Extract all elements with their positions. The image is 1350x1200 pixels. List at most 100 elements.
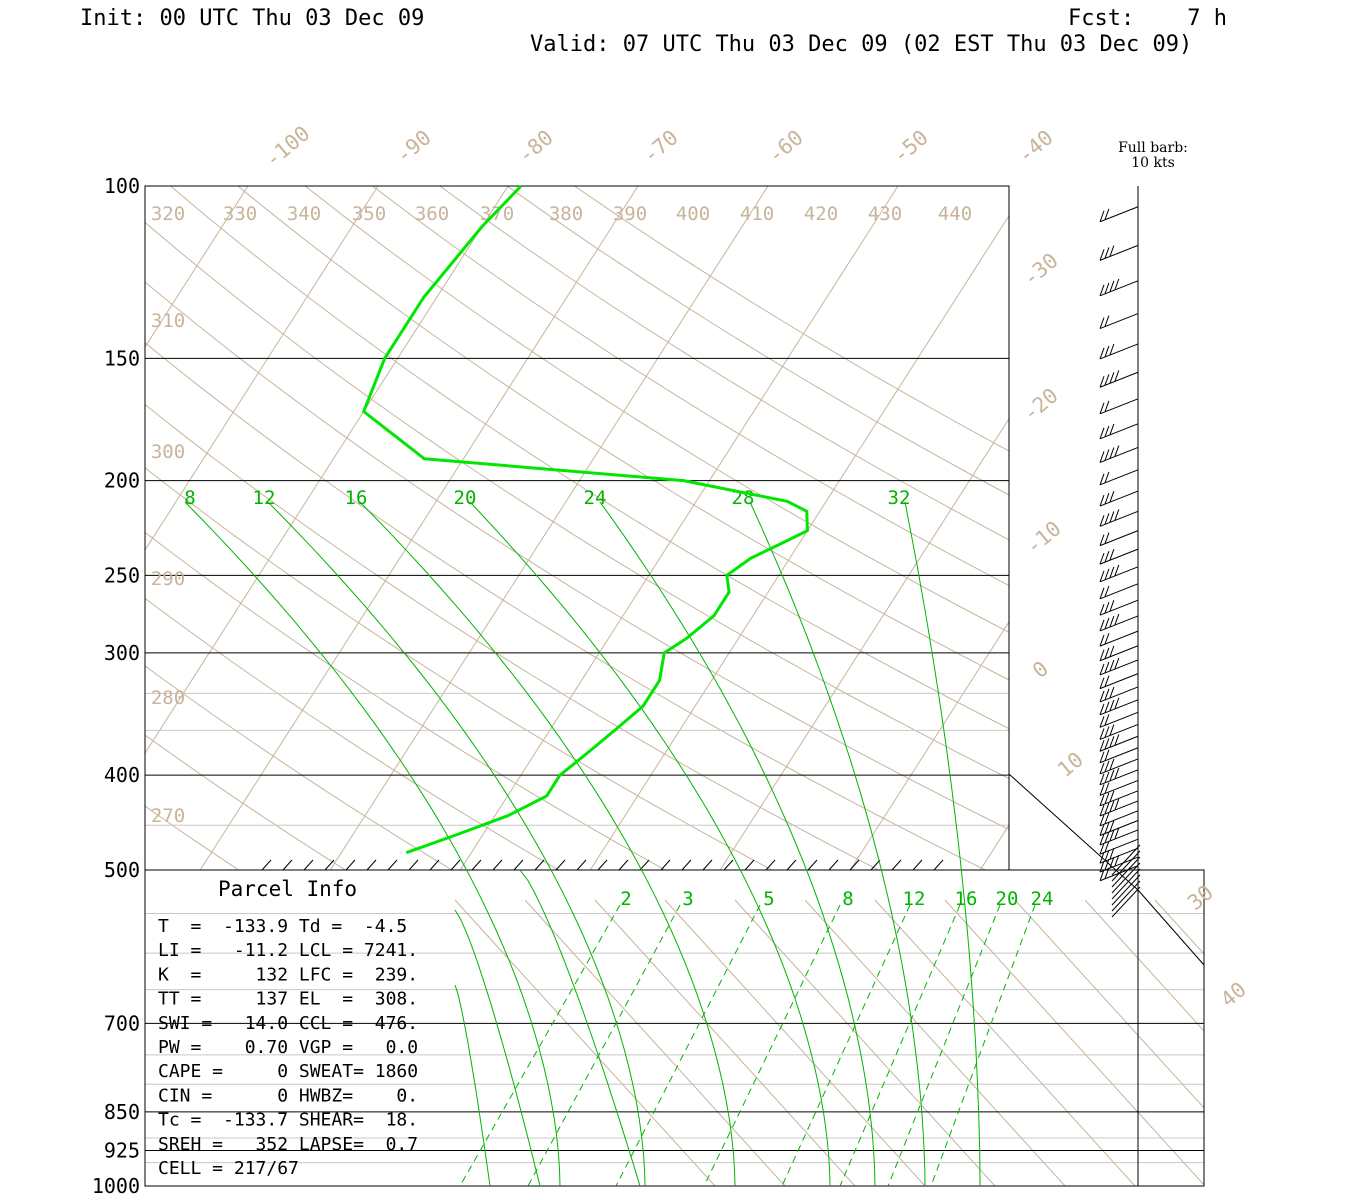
pressure-tick-label: 700: [104, 1011, 140, 1035]
hatch-mark: [450, 859, 461, 871]
hatch-mark: [807, 859, 818, 871]
wind-barb: [1111, 850, 1141, 882]
hatch-mark: [744, 859, 755, 871]
moist-adiabat: [880, 870, 926, 1186]
wind-barb: [1099, 855, 1139, 873]
mixing-ratio-label: 2: [620, 888, 631, 910]
hatch-mark: [303, 859, 314, 871]
mixing-ratio-label: 20: [996, 888, 1019, 910]
pressure-tick-label: 400: [104, 763, 140, 787]
wind-barb: [1099, 583, 1139, 600]
temperature-label: 30: [1183, 880, 1218, 915]
mixing-ratio-label: 5: [763, 888, 774, 910]
wind-barb: [1099, 469, 1139, 486]
isotherm: [145, 186, 379, 551]
parcel-info-row: CELL = 217/67: [158, 1158, 299, 1179]
moist-adiabat: [550, 870, 646, 1186]
wind-barb: [1099, 645, 1139, 662]
wind-barbs: [1099, 206, 1141, 918]
theta-label: 300: [151, 441, 185, 463]
lower-diagonal: [1084, 899, 1204, 1032]
hatch-mark: [492, 859, 503, 871]
wind-barb: [1099, 509, 1139, 527]
isotherm: [849, 621, 1009, 870]
moist-adiabat: [359, 501, 643, 870]
dry-adiabat: [145, 342, 987, 870]
hatch-mark: [366, 859, 377, 871]
frame-layer: [144, 185, 1205, 1187]
pressure-tick-label: 300: [104, 641, 140, 665]
temperature-label: -70: [638, 125, 682, 168]
temperature-label: -10: [1021, 516, 1065, 559]
hatch-mark: [555, 859, 566, 871]
dry-adiabat: [0, 186, 43, 884]
lower-grid: [145, 899, 1204, 1186]
diagonal-boundary: [1008, 773, 1139, 891]
parcel-info-row: T = -133.9 Td = -4.5: [158, 916, 407, 937]
wind-barb: [1111, 880, 1141, 912]
lower-diagonal: [454, 899, 716, 1186]
moist-adiabat: [454, 909, 541, 1186]
wind-barb: [1099, 657, 1139, 676]
temperature-label: -50: [888, 125, 932, 168]
parcel-info-title: Parcel Info: [218, 877, 357, 901]
hatch-mark: [870, 859, 881, 871]
wind-barb: [1111, 868, 1141, 900]
dry-adiabat: [506, 186, 1009, 496]
isotherm: [908, 186, 1350, 1186]
wind-barb: [1099, 278, 1139, 297]
hatch-mark: [933, 859, 944, 871]
mixing-ratio-label: 24: [1031, 888, 1054, 910]
parcel-info-row: PW = 0.70 VGP = 0.0: [158, 1037, 418, 1058]
dry-adiabat: [145, 403, 880, 870]
wind-barb: [1111, 856, 1141, 888]
wind-barb: [1099, 779, 1139, 796]
wind-barb: [1099, 343, 1139, 360]
forecast-hour: Fcst: 7 h: [1068, 6, 1227, 31]
wind-barb: [1099, 613, 1139, 632]
hatch-mark: [324, 859, 335, 871]
mixing-ratio-line: [887, 904, 1001, 1186]
wind-barb: [1099, 810, 1139, 827]
upper-grid: [0, 186, 1350, 1186]
temperature-label: 10: [1053, 747, 1088, 782]
hatch-mark: [387, 859, 398, 871]
hatch-mark: [765, 859, 776, 871]
mixing-ratio-label: 12: [903, 888, 926, 910]
theta-label: 360: [415, 203, 449, 225]
upper-mixing-lines: [184, 501, 962, 870]
dry-adiabat: [145, 734, 347, 870]
wind-barb: [1099, 599, 1139, 616]
barb-legend: 10 kts: [1131, 155, 1175, 171]
pressure-tick-label: 500: [104, 858, 140, 882]
temperature-label: -30: [1018, 248, 1062, 291]
wind-barb: [1099, 313, 1139, 330]
hatch-mark: [429, 859, 440, 871]
theta-label: 440: [938, 203, 972, 225]
parcel-info-row: CIN = 0 HWBZ= 0.: [158, 1085, 418, 1106]
wind-barb: [1099, 790, 1139, 807]
hatch-mark: [912, 859, 923, 871]
theta-label: 330: [223, 203, 257, 225]
wind-barb: [1099, 564, 1139, 583]
mixing-ratio-line: [781, 904, 911, 1186]
wind-barb: [1099, 734, 1139, 752]
wind-barb: [1099, 370, 1139, 388]
pressure-tick-label: 925: [104, 1138, 140, 1162]
init-time: Init: 00 UTC Thu 03 Dec 09: [80, 6, 425, 31]
wind-barb: [1099, 423, 1139, 440]
hatch-mark: [828, 859, 839, 871]
hatch-mark: [660, 859, 671, 871]
wind-barb: [1099, 697, 1139, 716]
hatch-mark: [261, 859, 272, 871]
parcel-info-row: TT = 137 EL = 308.: [158, 989, 418, 1010]
parcel-info-row: LI = -11.2 LCL = 7241.: [158, 940, 418, 961]
dry-adiabat: [574, 186, 1009, 452]
mixing-ratio-label: 32: [888, 487, 911, 509]
wind-barb: [1099, 798, 1139, 817]
theta-label: 380: [549, 203, 583, 225]
pressure-tick-label: 100: [104, 174, 140, 198]
mixing-ratio-label: 8: [184, 487, 195, 509]
temperature-label: 0: [1028, 656, 1053, 683]
moist-adiabat: [640, 870, 736, 1186]
